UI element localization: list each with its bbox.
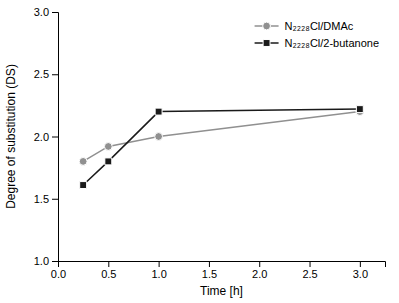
legend-label: N₂₂₂₈Cl/2-butanone xyxy=(285,37,379,49)
x-tick: 3.0 xyxy=(353,261,368,280)
x-tick-mark xyxy=(259,261,260,267)
x-axis: 0.0 0.5 1.0 1.5 2.0 2.5 3.0 xyxy=(51,261,386,280)
x-tick-mark xyxy=(310,261,311,267)
x-tick: 2.5 xyxy=(302,261,317,280)
series-point xyxy=(356,106,363,113)
y-tick-label: 1.5 xyxy=(34,193,49,205)
x-tick: 1.0 xyxy=(151,261,166,280)
y-axis-title: Degree of substitution (DS) xyxy=(4,64,18,209)
data-area xyxy=(79,106,364,189)
x-tick-label: 3.0 xyxy=(353,268,368,280)
x-tick-label: 2.5 xyxy=(302,268,317,280)
y-axis: 1.0 1.5 2.0 2.5 3.0 xyxy=(34,6,59,267)
y-tick-mark xyxy=(52,261,58,262)
y-axis-line xyxy=(52,13,59,262)
series-point xyxy=(104,143,112,151)
chart: 0.0 0.5 1.0 1.5 2.0 2.5 3.0 1.0 1.5 2.0 2.5 3.0 N₂₂₂… xyxy=(0,0,399,303)
y-tick: 3.0 xyxy=(34,6,58,18)
x-tick-mark xyxy=(209,261,210,267)
series-line xyxy=(83,112,360,162)
x-tick-mark xyxy=(159,261,160,267)
legend-item: N₂₂₂₈Cl/DMAc xyxy=(255,20,354,32)
legend-marker xyxy=(263,40,270,47)
x-tick-label: 0.0 xyxy=(51,268,66,280)
x-tick: 0.5 xyxy=(101,261,116,280)
x-tick: 1.5 xyxy=(202,261,217,280)
y-tick-label: 1.0 xyxy=(34,255,49,267)
y-tick-mark xyxy=(52,74,58,75)
x-axis-line xyxy=(59,262,386,268)
x-tick-mark xyxy=(360,261,361,267)
x-tick-mark xyxy=(108,261,109,267)
series-point xyxy=(80,182,87,189)
plot: 0.0 0.5 1.0 1.5 2.0 2.5 3.0 1.0 1.5 2.0 2.5 3.0 N₂₂₂… xyxy=(34,6,386,280)
y-tick-label: 2.0 xyxy=(34,131,49,143)
legend-label: N₂₂₂₈Cl/DMAc xyxy=(285,20,354,32)
x-tick: 0.0 xyxy=(51,261,66,280)
y-tick: 1.0 xyxy=(34,255,58,267)
x-tick-label: 1.0 xyxy=(151,268,166,280)
x-tick-label: 1.5 xyxy=(202,268,217,280)
series-point xyxy=(155,133,163,141)
x-tick-label: 0.5 xyxy=(101,268,116,280)
y-tick-mark xyxy=(52,199,58,200)
x-tick-label: 2.0 xyxy=(252,268,267,280)
y-tick-mark xyxy=(52,137,58,138)
series-point xyxy=(155,108,162,115)
y-tick: 2.0 xyxy=(34,131,58,143)
series-point xyxy=(105,158,112,165)
y-tick-label: 3.0 xyxy=(34,6,49,18)
legend: N₂₂₂₈Cl/DMAc N₂₂₂₈Cl/2-butanone xyxy=(255,20,379,49)
x-tick: 2.0 xyxy=(252,261,267,280)
x-axis-title: Time [h] xyxy=(200,284,243,298)
y-tick-mark xyxy=(52,12,58,13)
series-point xyxy=(79,157,87,165)
y-tick: 1.5 xyxy=(34,193,58,205)
y-tick-label: 2.5 xyxy=(34,68,49,80)
legend-marker xyxy=(263,22,271,30)
y-tick: 2.5 xyxy=(34,68,58,80)
series-line xyxy=(83,109,360,185)
legend-item: N₂₂₂₈Cl/2-butanone xyxy=(255,37,379,49)
